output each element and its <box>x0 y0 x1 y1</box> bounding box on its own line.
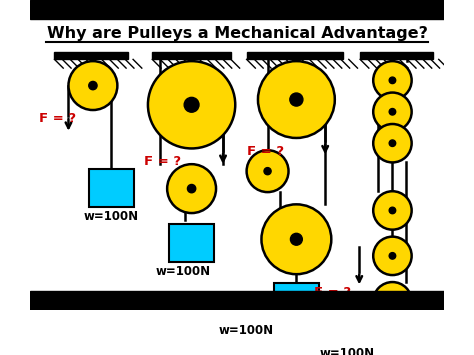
Circle shape <box>89 81 97 90</box>
Text: w=100N: w=100N <box>84 210 139 223</box>
Text: w=100N: w=100N <box>155 265 210 278</box>
Circle shape <box>187 185 196 193</box>
Circle shape <box>373 93 411 131</box>
Circle shape <box>262 204 331 274</box>
Circle shape <box>148 61 235 148</box>
Circle shape <box>389 140 396 147</box>
Circle shape <box>373 237 411 275</box>
Circle shape <box>68 61 118 110</box>
Circle shape <box>373 282 411 321</box>
Text: F = ?: F = ? <box>144 155 181 168</box>
Bar <box>370 329 415 355</box>
Circle shape <box>389 207 396 214</box>
Bar <box>89 169 134 207</box>
Circle shape <box>246 150 289 192</box>
Text: F = ?: F = ? <box>39 112 76 125</box>
Bar <box>30 0 444 19</box>
Bar <box>360 53 434 59</box>
Circle shape <box>389 253 396 259</box>
Circle shape <box>389 109 396 115</box>
Circle shape <box>258 61 335 138</box>
Bar <box>55 53 128 59</box>
Circle shape <box>389 77 396 84</box>
Text: F = ?: F = ? <box>246 146 284 158</box>
Text: w=100N: w=100N <box>219 324 274 338</box>
Bar <box>273 283 319 321</box>
Circle shape <box>290 93 303 106</box>
Circle shape <box>373 61 411 99</box>
Bar <box>152 53 231 59</box>
Bar <box>169 224 214 262</box>
Text: Why are Pulleys a Mechanical Advantage?: Why are Pulleys a Mechanical Advantage? <box>46 26 428 41</box>
Circle shape <box>373 191 411 230</box>
Circle shape <box>373 124 411 163</box>
Text: F = ?: F = ? <box>314 286 351 299</box>
Circle shape <box>291 233 302 245</box>
Bar <box>246 53 343 59</box>
Bar <box>30 291 444 310</box>
Circle shape <box>184 97 199 112</box>
Circle shape <box>167 164 216 213</box>
Circle shape <box>389 298 396 305</box>
Text: w=100N: w=100N <box>319 347 374 355</box>
Circle shape <box>264 168 271 175</box>
